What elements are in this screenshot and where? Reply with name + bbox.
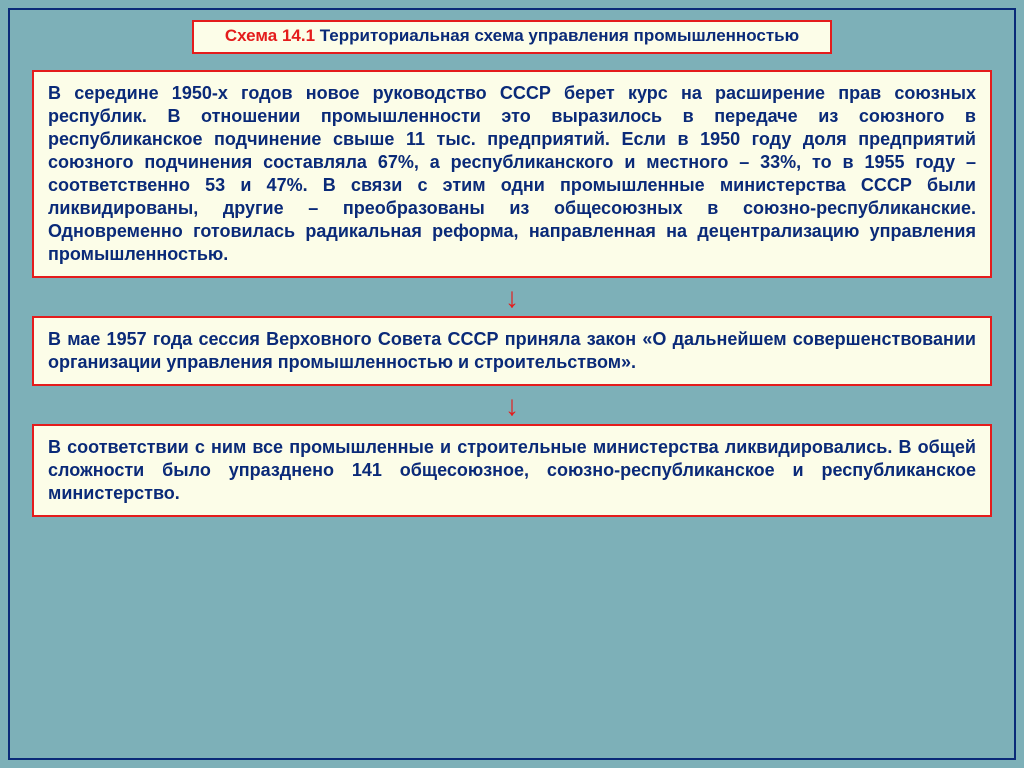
- content-box-1: В середине 1950-х годов новое руководств…: [32, 70, 992, 278]
- arrow-down-icon: [505, 284, 519, 312]
- content-box-3: В соответствии с ним все промышленные и …: [32, 424, 992, 517]
- title-box: Схема 14.1 Территориальная схема управле…: [192, 20, 832, 54]
- title-text: Территориальная схема управления промышл…: [315, 26, 799, 45]
- content-box-2: В мае 1957 года сессия Верховного Совета…: [32, 316, 992, 386]
- title-label: Схема 14.1: [225, 26, 315, 45]
- arrow-down-icon: [505, 392, 519, 420]
- outer-frame: Схема 14.1 Территориальная схема управле…: [8, 8, 1016, 760]
